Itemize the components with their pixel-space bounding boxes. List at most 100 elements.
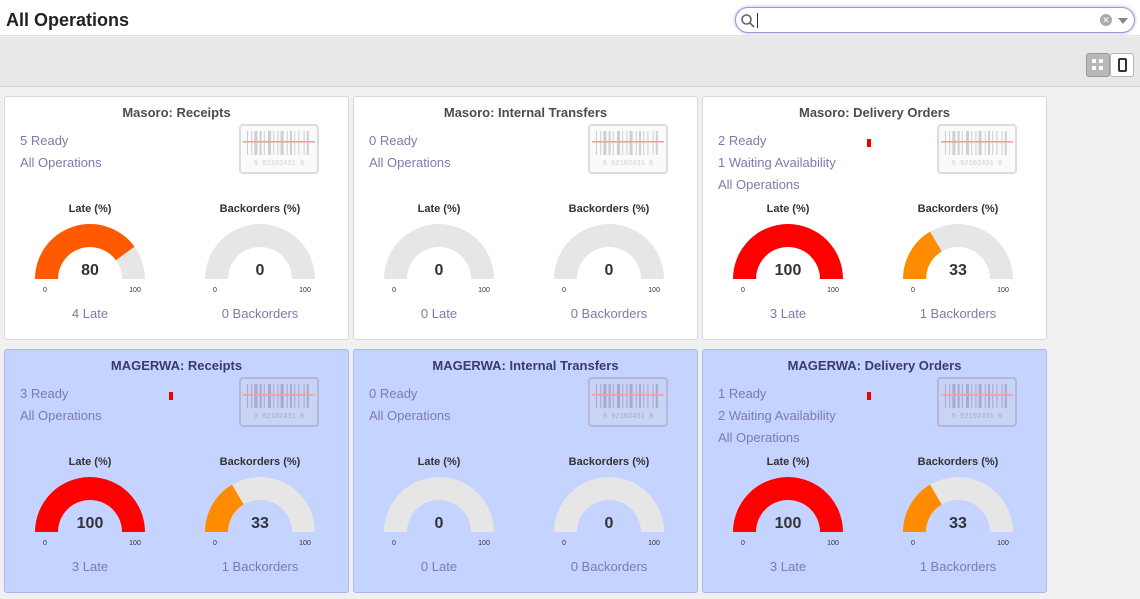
late-gauge-label: Late (%) <box>766 203 810 215</box>
backorders-count-link[interactable]: 0 Backorders <box>221 306 299 321</box>
card-action-link[interactable]: 2 Ready <box>718 133 767 148</box>
top-bar: All Operations ✕ <box>0 0 1140 36</box>
card-action-link[interactable]: 1 Ready <box>718 386 767 401</box>
search-input[interactable] <box>757 13 758 28</box>
late-count-link[interactable]: 0 Late <box>420 559 458 574</box>
gauge-value: 33 <box>251 515 269 532</box>
card-title[interactable]: MAGERWA: Delivery Orders <box>787 358 962 373</box>
card-title[interactable]: MAGERWA: Internal Transfers <box>432 358 619 373</box>
backorders-gauge-label: Backorders (%) <box>568 203 650 215</box>
backorders-gauge-label: Backorders (%) <box>568 456 650 468</box>
gauge-value: 33 <box>949 262 967 279</box>
card-title[interactable]: Masoro: Internal Transfers <box>443 105 608 120</box>
gauge-track <box>554 477 664 532</box>
backorders-gauge[interactable]: Backorders (%) 0 0 100 0 Backorders <box>190 203 330 321</box>
backorders-gauge[interactable]: Backorders (%) 33 0 100 1 Backorders <box>888 203 1028 321</box>
gauge-min: 0 <box>213 540 217 547</box>
search-box[interactable]: ✕ <box>735 7 1135 33</box>
warning-indicator <box>867 139 871 147</box>
gauge-fill <box>733 477 843 532</box>
card-action-link[interactable]: All Operations <box>20 408 102 423</box>
late-gauge-label: Late (%) <box>417 456 461 468</box>
gauge-value: 100 <box>775 262 802 279</box>
gauge-value: 0 <box>605 515 614 532</box>
card-action-link[interactable]: 0 Ready <box>369 133 418 148</box>
barcode-text: 5 92102431 8 <box>603 413 653 421</box>
backorders-gauge[interactable]: Backorders (%) 0 0 100 0 Backorders <box>539 456 679 574</box>
gauge-fill <box>733 224 843 279</box>
late-count-link[interactable]: 0 Late <box>420 306 458 321</box>
barcode-text: 5 92102431 8 <box>254 160 304 168</box>
operation-card[interactable]: MAGERWA: Internal Transfers 0 Ready All O… <box>353 349 698 593</box>
gauge-value: 33 <box>949 515 967 532</box>
gauge-min: 0 <box>911 287 915 294</box>
late-gauge-label: Late (%) <box>417 203 461 215</box>
late-gauge[interactable]: Late (%) 80 0 100 4 Late <box>20 203 160 321</box>
operation-card[interactable]: Masoro: Receipts 5 Ready All Operations 5… <box>4 96 349 340</box>
search-icon <box>741 14 755 28</box>
gauge-track <box>205 224 315 279</box>
card-links: 1 Ready 2 Waiting Availability All Operati… <box>718 383 836 449</box>
card-action-link[interactable]: All Operations <box>20 155 102 170</box>
late-gauge[interactable]: Late (%) 100 0 100 3 Late <box>718 203 858 321</box>
card-action-link[interactable]: 2 Waiting Availability <box>718 408 836 423</box>
backorders-gauge-label: Backorders (%) <box>917 456 999 468</box>
late-count-link[interactable]: 3 Late <box>769 306 807 321</box>
card-action-link[interactable]: 5 Ready <box>20 133 69 148</box>
late-count-link[interactable]: 3 Late <box>71 559 109 574</box>
late-gauge[interactable]: Late (%) 0 0 100 0 Late <box>369 203 509 321</box>
gauge-value: 0 <box>435 262 444 279</box>
gauge-track <box>384 224 494 279</box>
card-action-link[interactable]: 0 Ready <box>369 386 418 401</box>
operation-card[interactable]: Masoro: Delivery Orders 2 Ready 1 Waiting… <box>702 96 1047 340</box>
backorders-gauge[interactable]: Backorders (%) 0 0 100 0 Backorders <box>539 203 679 321</box>
barcode-icon: 5 92102431 8 <box>239 377 319 427</box>
gauge-min: 0 <box>392 287 396 294</box>
backorders-count-link[interactable]: 1 Backorders <box>919 559 997 574</box>
card-links: 0 Ready All Operations <box>369 130 451 174</box>
card-title[interactable]: Masoro: Delivery Orders <box>798 105 950 120</box>
card-action-link[interactable]: 1 Waiting Availability <box>718 155 836 170</box>
gauge-min: 0 <box>911 540 915 547</box>
card-action-link[interactable]: All Operations <box>718 177 800 192</box>
card-links: 2 Ready 1 Waiting Availability All Operati… <box>718 130 836 196</box>
operation-card[interactable]: Masoro: Internal Transfers 0 Ready All Op… <box>353 96 698 340</box>
gauge-max: 100 <box>478 287 490 294</box>
gauge-max: 100 <box>997 540 1009 547</box>
late-gauge[interactable]: Late (%) 100 0 100 3 Late <box>20 456 160 574</box>
card-action-link[interactable]: All Operations <box>369 155 451 170</box>
operation-card[interactable]: MAGERWA: Receipts 3 Ready All Operations … <box>4 349 349 593</box>
backorders-count-link[interactable]: 1 Backorders <box>919 306 997 321</box>
gauge-value: 0 <box>435 515 444 532</box>
late-gauge[interactable]: Late (%) 0 0 100 0 Late <box>369 456 509 574</box>
backorders-count-link[interactable]: 0 Backorders <box>570 306 648 321</box>
operation-card[interactable]: MAGERWA: Delivery Orders 1 Ready 2 Waitin… <box>702 349 1047 593</box>
card-links: 0 Ready All Operations <box>369 383 451 427</box>
gauge-min: 0 <box>43 287 47 294</box>
late-count-link[interactable]: 4 Late <box>71 306 109 321</box>
gauge-value: 0 <box>256 262 265 279</box>
kanban-view-button[interactable] <box>1086 53 1110 77</box>
gauge-fill <box>205 484 244 532</box>
backorders-gauge[interactable]: Backorders (%) 33 0 100 1 Backorders <box>190 456 330 574</box>
card-links: 5 Ready All Operations <box>20 130 102 174</box>
backorders-gauge[interactable]: Backorders (%) 33 0 100 1 Backorders <box>888 456 1028 574</box>
backorders-count-link[interactable]: 1 Backorders <box>221 559 299 574</box>
gauge-fill <box>35 224 135 279</box>
card-action-link[interactable]: All Operations <box>369 408 451 423</box>
barcode-icon: 5 92102431 8 <box>588 124 668 174</box>
late-count-link[interactable]: 3 Late <box>769 559 807 574</box>
clear-search-icon[interactable]: ✕ <box>1100 14 1112 26</box>
card-title[interactable]: MAGERWA: Receipts <box>110 358 243 373</box>
backorders-count-link[interactable]: 0 Backorders <box>570 559 648 574</box>
gauge-value: 0 <box>605 262 614 279</box>
card-action-link[interactable]: All Operations <box>718 430 800 445</box>
card-action-link[interactable]: 3 Ready <box>20 386 69 401</box>
gauge-min: 0 <box>741 540 745 547</box>
search-options-chevron-icon[interactable] <box>1118 18 1128 24</box>
card-title[interactable]: Masoro: Receipts <box>122 105 231 120</box>
mobile-view-button[interactable] <box>1110 53 1134 77</box>
late-gauge[interactable]: Late (%) 100 0 100 3 Late <box>718 456 858 574</box>
barcode-icon: 5 92102431 8 <box>588 377 668 427</box>
late-gauge-label: Late (%) <box>68 203 112 215</box>
